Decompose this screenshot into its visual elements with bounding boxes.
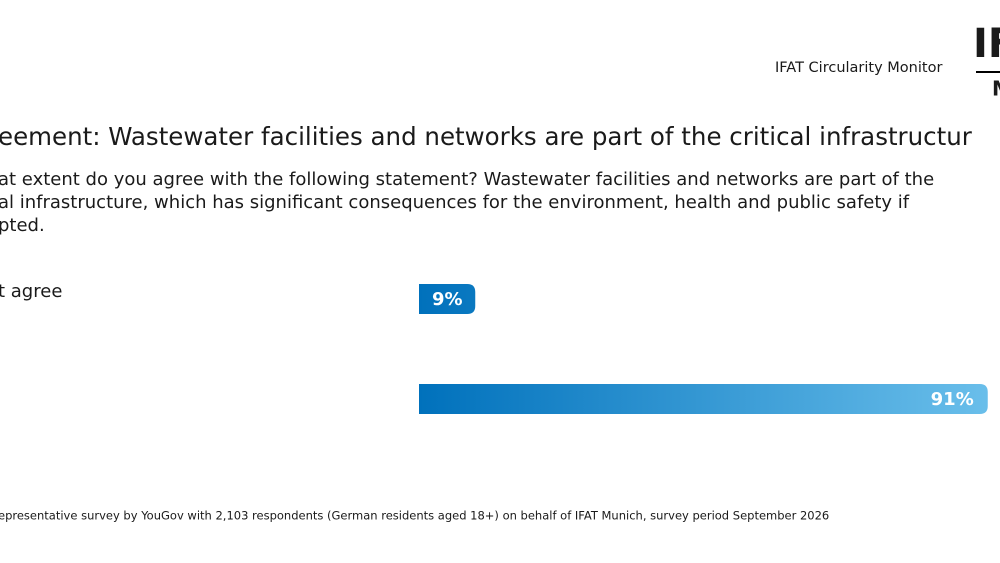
subtitle-line: at extent do you agree with the followin… bbox=[0, 169, 934, 190]
header-text: IFAT Circularity Monitor bbox=[775, 60, 942, 76]
bar bbox=[419, 284, 476, 314]
bar bbox=[419, 384, 988, 414]
value-label: 9% bbox=[432, 289, 463, 310]
category-label: t agree bbox=[0, 281, 62, 302]
logo-top: IF bbox=[973, 21, 1000, 67]
subtitle-line: al infrastructure, which has significant… bbox=[0, 192, 910, 213]
chart-title: eement: Wastewater facilities and networ… bbox=[0, 122, 973, 151]
footnote: epresentative survey by YouGov with 2,10… bbox=[0, 509, 829, 523]
logo-bottom: M bbox=[992, 77, 1000, 101]
subtitle-line: pted. bbox=[0, 215, 45, 236]
value-label: 91% bbox=[931, 389, 974, 410]
